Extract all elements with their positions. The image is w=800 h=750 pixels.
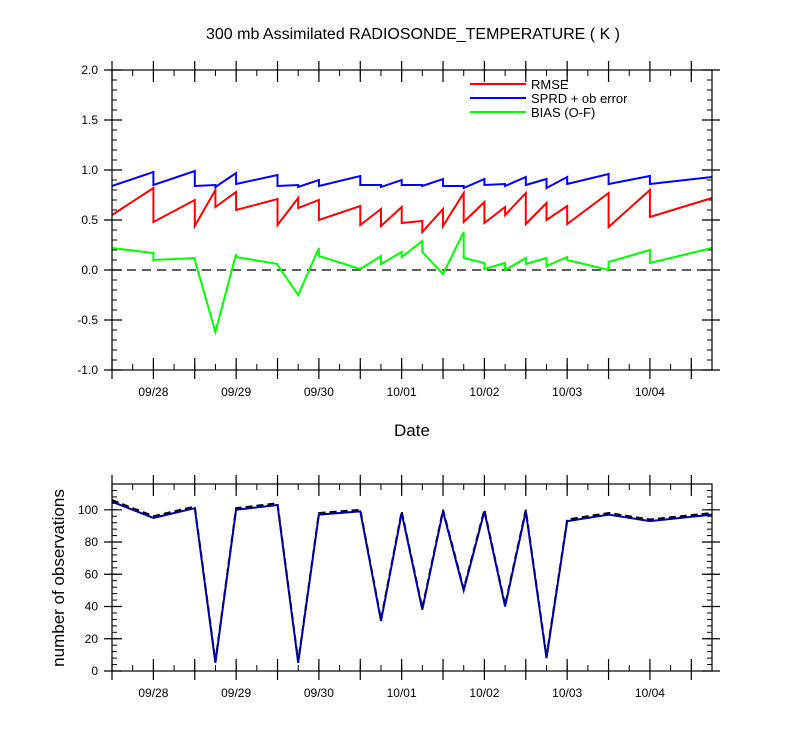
- top-plot-frame: [111, 69, 713, 371]
- legend-label: RMSE: [531, 77, 569, 92]
- x-tick-label: 09/29: [221, 686, 251, 700]
- y-tick-label: 0: [91, 664, 98, 678]
- series-line-bias-o-f-: [111, 231, 713, 336]
- y-tick-label: 40: [85, 600, 99, 614]
- series-line-rmse: [111, 186, 713, 235]
- x-tick-label: 10/01: [387, 686, 417, 700]
- series-line-1-1: [111, 500, 713, 664]
- top-panel: 09/28 09/29 09/30 10/01 10/02 10/03 10/04 -1.0 -…: [77, 61, 720, 440]
- top-series: [111, 169, 713, 336]
- y-tick-label: 1.5: [81, 113, 98, 127]
- x-tick-label: 09/30: [304, 686, 334, 700]
- y-tick-label: 60: [85, 567, 99, 581]
- y-tick-label: 0.5: [81, 213, 98, 227]
- bottom-tick-labels: 09/28 09/29 09/30 10/01 10/02 10/03 10/04 0 20 40…: [78, 503, 665, 700]
- x-tick-label: 10/04: [635, 385, 665, 399]
- y-axis-label: number of observations: [49, 489, 68, 667]
- legend-label: BIAS (O-F): [531, 105, 595, 120]
- y-tick-label: 20: [85, 632, 99, 646]
- bottom-panel: 09/28 09/29 09/30 10/01 10/02 10/03 10/04 0 20 40…: [49, 475, 720, 700]
- x-tick-label: 10/01: [387, 385, 417, 399]
- x-tick-label: 10/02: [469, 686, 499, 700]
- x-tick-label: 09/29: [221, 385, 251, 399]
- y-tick-label: 0.0: [81, 263, 98, 277]
- y-tick-label: 1.0: [81, 163, 98, 177]
- series-line-sprd-ob-error: [111, 169, 713, 190]
- x-tick-label: 10/03: [552, 686, 582, 700]
- y-tick-label: -0.5: [77, 313, 98, 327]
- y-tick-label: 80: [85, 535, 99, 549]
- bottom-ticks: [104, 475, 720, 680]
- series-line-1-0: [111, 499, 713, 662]
- bottom-series: [111, 499, 713, 664]
- x-tick-label: 09/30: [304, 385, 334, 399]
- y-tick-label: 100: [78, 503, 98, 517]
- y-tick-label: 2.0: [81, 63, 98, 77]
- x-tick-label: 10/04: [635, 686, 665, 700]
- chart-title: 300 mb Assimilated RADIOSONDE_TEMPERATUR…: [206, 26, 620, 43]
- legend-label: SPRD + ob error: [531, 91, 628, 106]
- top-ticks: [104, 61, 720, 379]
- x-tick-label: 10/02: [469, 385, 499, 399]
- x-tick-label: 10/03: [552, 385, 582, 399]
- x-tick-label: 09/28: [138, 686, 168, 700]
- y-tick-label: -1.0: [77, 363, 98, 377]
- bottom-plot-frame: [111, 483, 713, 672]
- x-tick-label: 09/28: [138, 385, 168, 399]
- top-tick-labels: 09/28 09/29 09/30 10/01 10/02 10/03 10/04 -1.0 -…: [77, 63, 665, 399]
- x-axis-label: Date: [394, 421, 430, 440]
